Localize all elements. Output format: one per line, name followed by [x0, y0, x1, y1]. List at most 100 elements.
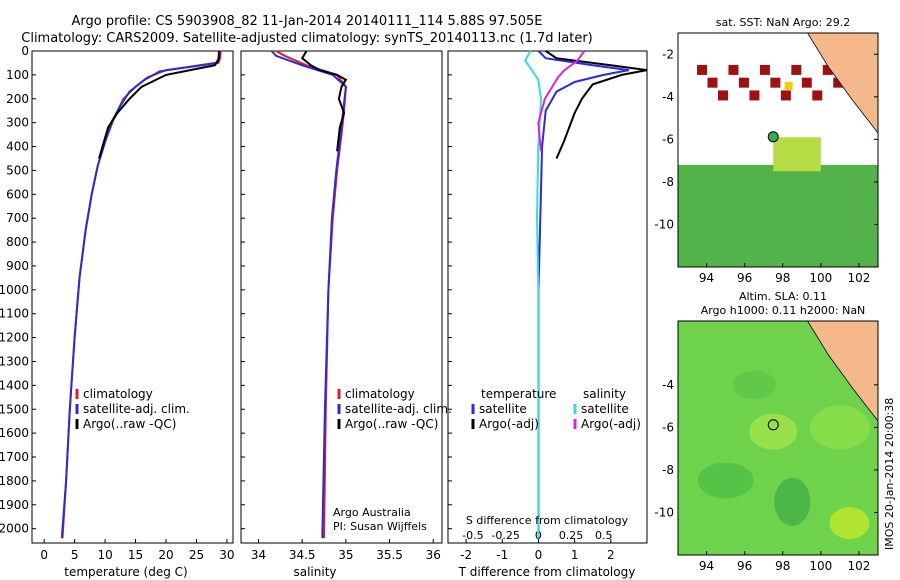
sst-lon-tick-label: 96 [737, 271, 752, 285]
sst-land [807, 33, 878, 134]
temperature-xtick-label: 20 [158, 548, 173, 562]
sst-lon-tick-label: 94 [699, 271, 714, 285]
sst-hot-cell [738, 77, 749, 88]
salinity-diff-tick-label: -0.5 [462, 529, 483, 542]
difference-xlabel: T difference from climatology [458, 565, 636, 579]
depth-tick-label: 1900 [0, 498, 29, 512]
depth-tick-label: 400 [6, 140, 29, 154]
sst-warm-field [678, 164, 878, 267]
sla-map-field [678, 321, 878, 555]
depth-tick-label: 0 [21, 44, 29, 58]
sla-lat-tick-label: -6 [662, 420, 674, 434]
sst-hot-cell [791, 64, 802, 75]
difference-xtick-label: 2 [607, 548, 615, 562]
title-line-2: Climatology: CARS2009. Satellite-adjuste… [21, 31, 593, 46]
temperature-legend-label: satellite-adj. clim. [83, 402, 190, 416]
depth-tick-label: 1100 [0, 307, 29, 321]
difference-legend-label: Argo(-adj) [479, 417, 539, 431]
temperature-xlabel: temperature (deg C) [64, 565, 187, 579]
salinity-frame [240, 50, 443, 544]
salinity-diff-tick-label: 0.25 [559, 529, 584, 542]
depth-tick-label: 600 [6, 187, 29, 201]
sla-map-title-2: Argo h1000: 0.11 h2000: NaN [701, 304, 866, 317]
sst-lon-tick-label: 98 [775, 271, 790, 285]
sst-hot-cell [801, 77, 812, 88]
sla-lon-tick-label: 96 [737, 559, 752, 573]
sst-lat-tick-label: -6 [662, 132, 674, 146]
salinity-legend-label: satellite-adj. clim. [345, 402, 452, 416]
depth-tick-label: 800 [6, 235, 29, 249]
imos-credit: IMOS 20-Jan-2014 20:00:38 [883, 398, 896, 550]
salinity-xtick-label: 34 [251, 548, 266, 562]
sst-hot-cell [697, 64, 708, 75]
temperature-xtick-label: 5 [71, 548, 79, 562]
temperature-frame [31, 50, 234, 544]
depth-tick-label: 1800 [0, 474, 29, 488]
depth-tick-label: 1400 [0, 378, 29, 392]
temperature-xtick-label: 15 [128, 548, 143, 562]
sla-anomaly-patch [749, 413, 798, 450]
sla-lat-tick-label: -4 [662, 378, 674, 392]
sst-map-frame [677, 32, 879, 268]
sla-land [807, 321, 878, 422]
sst-hot-cell [822, 64, 833, 75]
difference-legend-label: satellite [581, 402, 629, 416]
depth-tick-label: 100 [6, 68, 29, 82]
salinity-annotation-1: Argo Australia [333, 506, 411, 519]
sst-hot-cell [728, 64, 739, 75]
difference-xtick-label: -2 [460, 548, 472, 562]
difference-xlabel-2: S difference from climatology [466, 514, 629, 527]
difference-legend-label: Argo(-adj) [581, 417, 641, 431]
sst-lon-tick-label: 102 [847, 271, 870, 285]
depth-tick-label: 200 [6, 92, 29, 106]
sla-lat-tick-label: -10 [654, 505, 674, 519]
sst-hot-cell [780, 90, 791, 101]
depth-tick-label: 1000 [0, 283, 29, 297]
temperature-xtick-label: 25 [189, 548, 204, 562]
salinity-xtick-label: 35.5 [376, 548, 403, 562]
difference-series-s-argo-adj- [537, 50, 586, 152]
temperature-legend-label: climatology [83, 387, 153, 401]
sst-hot-cell [749, 90, 760, 101]
salinity-xtick-label: 35 [338, 548, 353, 562]
sla-anomaly-patch [809, 405, 870, 450]
sla-anomaly-patch [697, 462, 754, 499]
sla-anomaly-patch [829, 507, 870, 540]
sst-patch [773, 137, 821, 172]
sst-hot-cell [770, 77, 781, 88]
depth-tick-label: 1700 [0, 450, 29, 464]
sst-lat-tick-label: -10 [654, 217, 674, 231]
difference-xtick-label: 1 [571, 548, 579, 562]
sla-lon-tick-label: 98 [775, 559, 790, 573]
temperature-series-satellite-adj-clim- [60, 50, 221, 539]
salinity-series-climatology [275, 50, 347, 539]
legend-salinity-title: salinity [583, 387, 626, 401]
legend-temperature-title: temperature [481, 387, 556, 401]
sla-lon-tick-label: 100 [809, 559, 832, 573]
difference-xtick-label: -1 [496, 548, 508, 562]
depth-tick-label: 1200 [0, 331, 29, 345]
sla-map-frame [677, 320, 879, 556]
depth-tick-label: 300 [6, 116, 29, 130]
sst-lon-tick-label: 100 [809, 271, 832, 285]
depth-tick-label: 500 [6, 163, 29, 177]
sla-lon-tick-label: 102 [847, 559, 870, 573]
temperature-legend-label: Argo(..raw -QC) [83, 417, 176, 431]
sst-lat-tick-label: -2 [662, 47, 674, 61]
temperature-series-climatology [61, 50, 222, 539]
salinity-legend-label: Argo(..raw -QC) [345, 417, 438, 431]
title-line-1: Argo profile: CS 5903908_82 11-Jan-2014 … [71, 14, 542, 29]
sla-lat-tick-label: -8 [662, 463, 674, 477]
depth-tick-label: 1300 [0, 354, 29, 368]
temperature-xtick-label: 10 [97, 548, 112, 562]
salinity-annotation-2: PI: Susan Wijffels [333, 520, 427, 533]
salinity-diff-tick-label: 0.5 [595, 529, 613, 542]
sst-argo-marker [767, 131, 779, 143]
sst-map-title: sat. SST: NaN Argo: 29.2 [716, 16, 850, 29]
sst-hot-cell [812, 90, 823, 101]
depth-tick-label: 1600 [0, 426, 29, 440]
sla-anomaly-patch [774, 477, 811, 526]
depth-tick-label: 900 [6, 259, 29, 273]
sla-argo-marker [767, 419, 779, 431]
